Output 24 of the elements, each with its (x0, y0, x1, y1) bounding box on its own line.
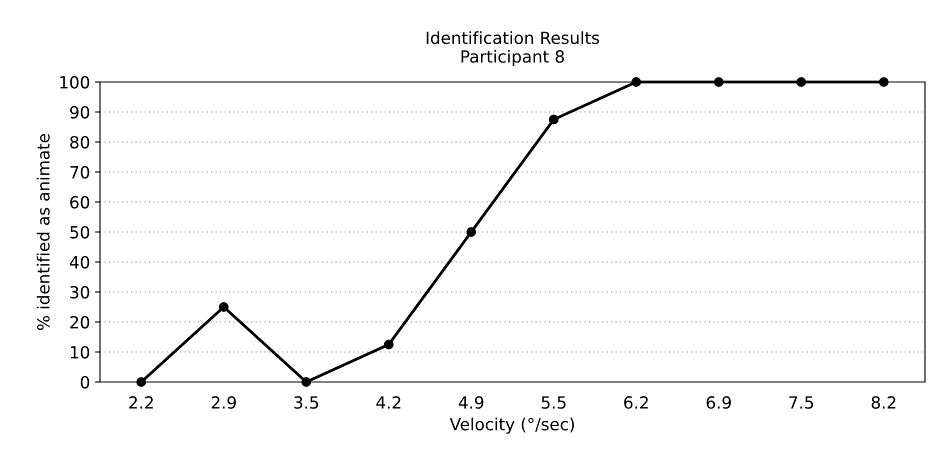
y-tick-label: 10 (70, 346, 90, 359)
y-tick-label: 20 (70, 316, 90, 329)
x-tick-label: 4.9 (458, 396, 484, 409)
chart-title: Identification Results Participant 8 (426, 31, 600, 66)
y-tick-label: 60 (70, 196, 90, 209)
y-tick-label: 90 (70, 106, 90, 119)
x-axis-title: Velocity (°/sec) (450, 418, 574, 434)
x-tick-label: 7.5 (789, 396, 814, 409)
x-tick-label: 2.9 (212, 396, 236, 409)
x-tick-label: 2.2 (129, 396, 153, 409)
y-axis-title: % identified as animate (36, 134, 50, 330)
x-tick-label: 6.2 (624, 396, 648, 409)
y-tick-label: 40 (70, 256, 90, 269)
x-tick-label: 3.5 (294, 396, 318, 409)
y-tick-label: 100 (60, 76, 90, 89)
x-tick-label: 8.2 (872, 396, 896, 409)
x-tick-label: 6.9 (706, 396, 731, 409)
x-tick-label: 4.2 (376, 396, 400, 409)
y-tick-label: 50 (70, 226, 90, 239)
x-tick-label: 5.5 (542, 396, 566, 409)
y-tick-label: 80 (70, 136, 90, 149)
y-tick-label: 70 (70, 166, 90, 179)
y-tick-label: 0 (80, 376, 90, 389)
y-tick-label: 30 (70, 286, 90, 299)
